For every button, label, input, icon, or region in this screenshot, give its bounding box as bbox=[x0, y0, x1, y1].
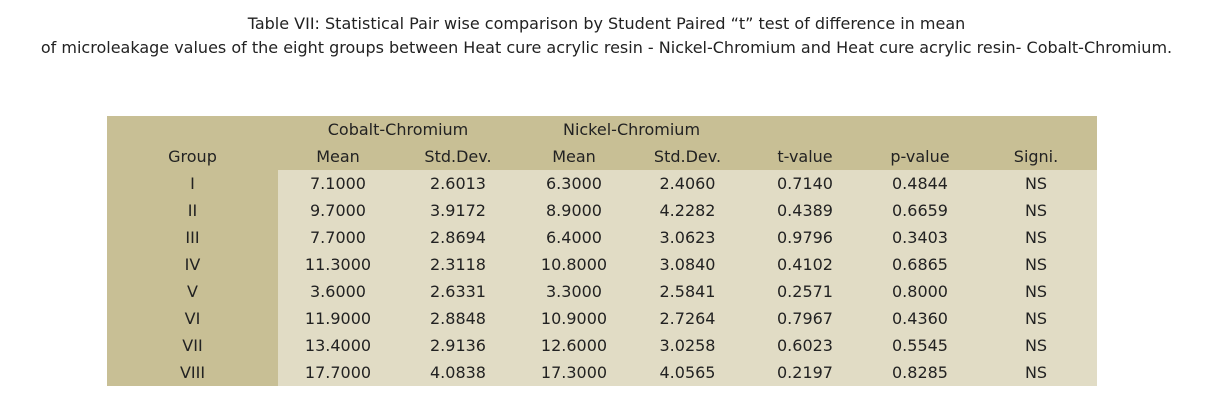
data-row: IV 11.3000 2.3118 10.8000 3.0840 0.4102 0.6865… bbox=[107, 251, 1097, 278]
data-cell: 4.0838 bbox=[398, 359, 518, 386]
data-cell: 0.2571 bbox=[745, 278, 865, 305]
header-cell bbox=[865, 116, 975, 143]
group-cell: IV bbox=[107, 251, 278, 278]
data-row: III 7.7000 2.8694 6.4000 3.0623 0.9796 0.3403 N… bbox=[107, 224, 1097, 251]
data-cell: 0.8285 bbox=[865, 359, 975, 386]
data-cell: 0.7140 bbox=[745, 170, 865, 197]
data-cell: 2.5841 bbox=[630, 278, 745, 305]
data-cell: 0.6023 bbox=[745, 332, 865, 359]
data-cell: 3.0623 bbox=[630, 224, 745, 251]
data-cell: 2.4060 bbox=[630, 170, 745, 197]
data-cell: 2.6331 bbox=[398, 278, 518, 305]
data-cell: NS bbox=[975, 278, 1097, 305]
group-cell: II bbox=[107, 197, 278, 224]
data-cell: 2.8694 bbox=[398, 224, 518, 251]
group-cell: V bbox=[107, 278, 278, 305]
data-cell: 17.3000 bbox=[518, 359, 630, 386]
data-cell: 7.7000 bbox=[278, 224, 398, 251]
column-header: Mean bbox=[518, 143, 630, 170]
data-cell: NS bbox=[975, 170, 1097, 197]
column-header: Mean bbox=[278, 143, 398, 170]
group-cell: VI bbox=[107, 305, 278, 332]
title-line: Table VII: Statistical Pair wise compari… bbox=[247, 14, 966, 33]
data-cell: NS bbox=[975, 197, 1097, 224]
group-cell: I bbox=[107, 170, 278, 197]
header-cell bbox=[107, 116, 278, 143]
data-row: VIII 17.7000 4.0838 17.3000 4.0565 0.2197 0.82… bbox=[107, 359, 1097, 386]
data-cell: NS bbox=[975, 224, 1097, 251]
data-cell: 0.4102 bbox=[745, 251, 865, 278]
data-cell: 3.0840 bbox=[630, 251, 745, 278]
data-cell: 0.6659 bbox=[865, 197, 975, 224]
data-cell: 2.3118 bbox=[398, 251, 518, 278]
data-cell: 0.6865 bbox=[865, 251, 975, 278]
title-line: of microleakage values of the eight grou… bbox=[40, 38, 1173, 57]
header-cell bbox=[745, 116, 865, 143]
data-cell: 3.6000 bbox=[278, 278, 398, 305]
column-header: Signi. bbox=[975, 143, 1097, 170]
data-cell: 10.8000 bbox=[518, 251, 630, 278]
data-cell: 6.3000 bbox=[518, 170, 630, 197]
data-cell: 3.0258 bbox=[630, 332, 745, 359]
data-cell: NS bbox=[975, 332, 1097, 359]
data-cell: 4.2282 bbox=[630, 197, 745, 224]
data-cell: 3.9172 bbox=[398, 197, 518, 224]
data-cell: 2.7264 bbox=[630, 305, 745, 332]
column-header: t-value bbox=[745, 143, 865, 170]
data-cell: 9.7000 bbox=[278, 197, 398, 224]
data-cell: 11.3000 bbox=[278, 251, 398, 278]
data-table: Cobalt-Chromium Nickel-Chromium Group Mean S… bbox=[107, 116, 1097, 386]
data-cell: 0.8000 bbox=[865, 278, 975, 305]
data-cell: 0.9796 bbox=[745, 224, 865, 251]
data-cell: 13.4000 bbox=[278, 332, 398, 359]
data-cell: NS bbox=[975, 359, 1097, 386]
spanning-header: Cobalt-Chromium bbox=[278, 116, 518, 143]
data-cell: 6.4000 bbox=[518, 224, 630, 251]
data-cell: 0.4360 bbox=[865, 305, 975, 332]
data-cell: 0.5545 bbox=[865, 332, 975, 359]
data-cell: NS bbox=[975, 305, 1097, 332]
header-row: Cobalt-Chromium Nickel-Chromium bbox=[107, 116, 1097, 143]
data-cell: 7.1000 bbox=[278, 170, 398, 197]
data-cell: 8.9000 bbox=[518, 197, 630, 224]
title: Table VII: Statistical Pair wise compari… bbox=[40, 12, 1173, 60]
column-header: p-value bbox=[865, 143, 975, 170]
data-cell: 4.0565 bbox=[630, 359, 745, 386]
data-cell: 12.6000 bbox=[518, 332, 630, 359]
header-cell bbox=[975, 116, 1097, 143]
data-row: I 7.1000 2.6013 6.3000 2.4060 0.7140 0.4844 NS bbox=[107, 170, 1097, 197]
data-row: V 3.6000 2.6331 3.3000 2.5841 0.2571 0.8000 NS bbox=[107, 278, 1097, 305]
data-cell: 0.4844 bbox=[865, 170, 975, 197]
data-cell: 0.3403 bbox=[865, 224, 975, 251]
data-cell: 0.2197 bbox=[745, 359, 865, 386]
data-cell: NS bbox=[975, 251, 1097, 278]
data-row: VII 13.4000 2.9136 12.6000 3.0258 0.6023 0.554… bbox=[107, 332, 1097, 359]
data-cell: 2.9136 bbox=[398, 332, 518, 359]
column-header: Std.Dev. bbox=[398, 143, 518, 170]
data-cell: 2.8848 bbox=[398, 305, 518, 332]
data-cell: 0.4389 bbox=[745, 197, 865, 224]
group-cell: III bbox=[107, 224, 278, 251]
data-cell: 2.6013 bbox=[398, 170, 518, 197]
header-row: Group Mean Std.Dev. Mean Std.Dev. t-value p-va… bbox=[107, 143, 1097, 170]
data-row: VI 11.9000 2.8848 10.9000 2.7264 0.7967 0.4360… bbox=[107, 305, 1097, 332]
data-cell: 0.7967 bbox=[745, 305, 865, 332]
data-cell: 3.3000 bbox=[518, 278, 630, 305]
column-header: Group bbox=[107, 143, 278, 170]
column-header: Std.Dev. bbox=[630, 143, 745, 170]
data-row: II 9.7000 3.9172 8.9000 4.2282 0.4389 0.6659 NS bbox=[107, 197, 1097, 224]
spanning-header: Nickel-Chromium bbox=[518, 116, 745, 143]
data-cell: 11.9000 bbox=[278, 305, 398, 332]
data-cell: 10.9000 bbox=[518, 305, 630, 332]
group-cell: VII bbox=[107, 332, 278, 359]
data-cell: 17.7000 bbox=[278, 359, 398, 386]
group-cell: VIII bbox=[107, 359, 278, 386]
